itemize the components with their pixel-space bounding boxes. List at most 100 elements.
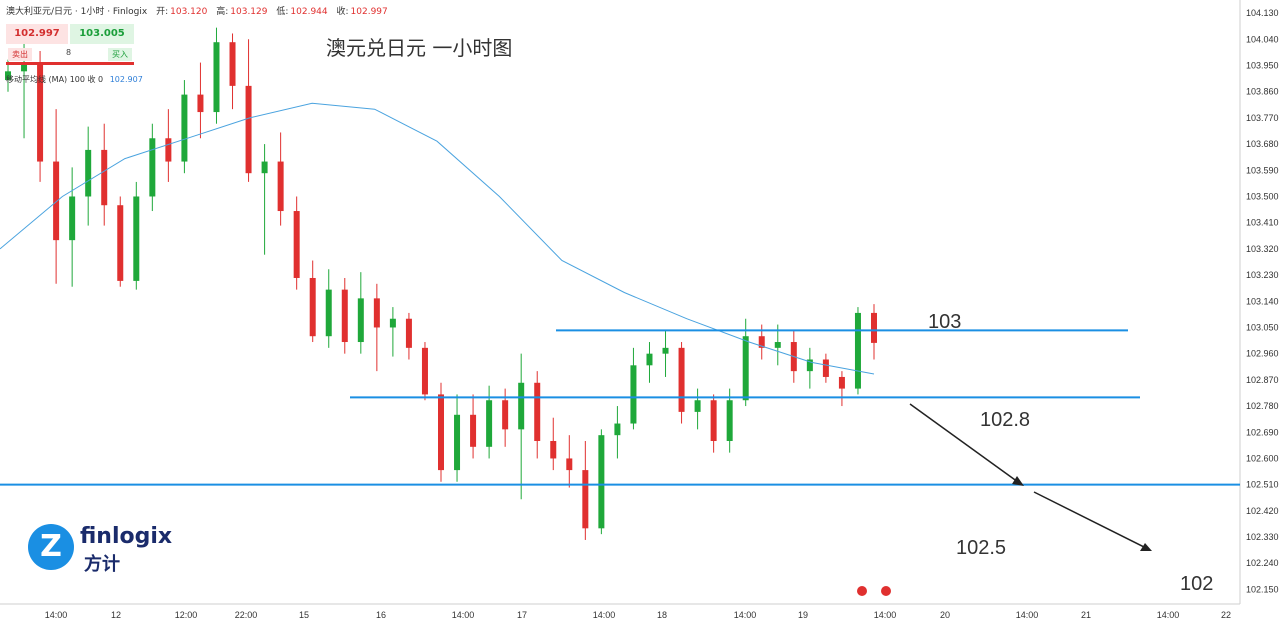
y-tick-label: 103.770 xyxy=(1246,113,1279,123)
arrowhead-icon xyxy=(1012,476,1024,486)
level-label: 102.8 xyxy=(980,409,1030,431)
candle-body[interactable] xyxy=(486,400,493,447)
candle-body[interactable] xyxy=(774,342,781,348)
spread-value: 8 xyxy=(66,48,72,57)
candle-body[interactable] xyxy=(197,94,204,113)
candle-body[interactable] xyxy=(37,62,44,162)
candle-body[interactable] xyxy=(421,347,428,395)
open-label: 开: xyxy=(156,7,169,17)
high-label: 高: xyxy=(216,7,229,17)
y-tick-label: 102.600 xyxy=(1246,453,1279,463)
projection-arrow xyxy=(1033,491,1147,549)
candle-body[interactable] xyxy=(165,138,172,162)
candle-body[interactable] xyxy=(662,347,669,354)
candle-body[interactable] xyxy=(357,298,364,343)
x-tick-label: 17 xyxy=(517,610,527,620)
y-tick-label: 102.240 xyxy=(1246,558,1279,568)
logo-cn-text: 方计 xyxy=(84,554,120,575)
candle-body[interactable] xyxy=(710,400,717,441)
candle-body[interactable] xyxy=(277,161,284,212)
candle-body[interactable] xyxy=(822,359,829,377)
ma-indicator-value: 102.907 xyxy=(109,75,143,84)
candle-body[interactable] xyxy=(5,71,11,81)
candle-body[interactable] xyxy=(582,470,589,529)
candle-body[interactable] xyxy=(325,289,332,337)
candle-body[interactable] xyxy=(614,423,621,436)
candle-body[interactable] xyxy=(85,149,92,197)
candle-body[interactable] xyxy=(21,62,28,72)
event-dot-icon[interactable] xyxy=(857,586,867,596)
candle-body[interactable] xyxy=(694,400,701,412)
candle-body[interactable] xyxy=(838,376,845,389)
candle-body[interactable] xyxy=(117,205,124,281)
y-tick-label: 102.150 xyxy=(1246,584,1279,594)
candle-body[interactable] xyxy=(630,365,637,424)
candle-body[interactable] xyxy=(566,458,573,471)
candle-body[interactable] xyxy=(149,138,156,197)
x-tick-label: 19 xyxy=(798,610,808,620)
projection-label: 102 xyxy=(1180,573,1213,595)
candle-body[interactable] xyxy=(518,382,525,430)
y-tick-label: 102.330 xyxy=(1246,532,1279,542)
low-value: 102.944 xyxy=(290,7,328,17)
buy-price-button[interactable]: 103.005 xyxy=(70,24,134,44)
close-label: 收: xyxy=(336,7,349,17)
candle-body[interactable] xyxy=(309,277,316,337)
ma-indicator-legend[interactable]: 移动平均线 (MA) 100 收 0 102.907 xyxy=(6,74,143,85)
y-tick-label: 104.040 xyxy=(1246,34,1279,44)
candle-body[interactable] xyxy=(405,318,412,348)
candle-body[interactable] xyxy=(438,394,444,471)
x-tick-label: 22:00 xyxy=(235,610,258,620)
buy-button[interactable]: 买入 xyxy=(108,48,132,61)
y-tick-label: 102.870 xyxy=(1246,375,1279,385)
y-tick-label: 103.050 xyxy=(1246,322,1279,332)
candle-body[interactable] xyxy=(261,161,268,174)
y-tick-label: 104.130 xyxy=(1246,8,1279,18)
candle-body[interactable] xyxy=(806,359,813,372)
candle-body[interactable] xyxy=(742,336,749,401)
candle-body[interactable] xyxy=(181,94,188,162)
candle-body[interactable] xyxy=(854,312,861,389)
candle-body[interactable] xyxy=(293,211,300,278)
candle-body[interactable] xyxy=(726,400,733,441)
x-tick-label: 14:00 xyxy=(452,610,475,620)
candle-body[interactable] xyxy=(598,435,605,529)
candle-body[interactable] xyxy=(53,161,60,241)
candle-body[interactable] xyxy=(373,298,380,328)
candle-body[interactable] xyxy=(389,318,396,328)
candle-body[interactable] xyxy=(229,42,236,86)
sell-button[interactable]: 卖出 xyxy=(8,48,32,61)
candle-body[interactable] xyxy=(341,289,348,343)
ma-indicator-label: 移动平均线 (MA) 100 收 0 xyxy=(6,75,104,84)
x-tick-label: 14:00 xyxy=(734,610,757,620)
x-tick-label: 14:00 xyxy=(1016,610,1039,620)
candle-body[interactable] xyxy=(871,312,877,343)
candle-body[interactable] xyxy=(245,85,252,174)
x-tick-label: 12 xyxy=(111,610,121,620)
logo-text: finlogix xyxy=(80,524,173,549)
y-tick-label: 102.510 xyxy=(1246,480,1279,490)
candle-body[interactable] xyxy=(550,440,557,459)
candle-body[interactable] xyxy=(646,353,653,366)
sell-price-button[interactable]: 102.997 xyxy=(6,24,68,44)
candle-body[interactable] xyxy=(502,400,509,430)
candle-body[interactable] xyxy=(678,347,685,412)
ma-line xyxy=(0,102,875,375)
candle-body[interactable] xyxy=(133,196,140,281)
candle-body[interactable] xyxy=(101,149,108,206)
candle-body[interactable] xyxy=(758,336,765,348)
x-tick-label: 12:00 xyxy=(175,610,198,620)
candle-body[interactable] xyxy=(454,414,461,471)
x-tick-label: 15 xyxy=(299,610,309,620)
candle-body[interactable] xyxy=(69,196,76,241)
candle-body[interactable] xyxy=(534,382,541,441)
candle-body[interactable] xyxy=(470,414,477,447)
event-dot-icon[interactable] xyxy=(881,586,891,596)
y-tick-label: 103.320 xyxy=(1246,244,1279,254)
y-tick-label: 102.420 xyxy=(1246,506,1279,516)
candle-body[interactable] xyxy=(213,42,220,113)
x-tick-label: 14:00 xyxy=(45,610,68,620)
symbol-label: 澳大利亚元/日元 · 1小时 · Finlogix xyxy=(6,7,148,17)
